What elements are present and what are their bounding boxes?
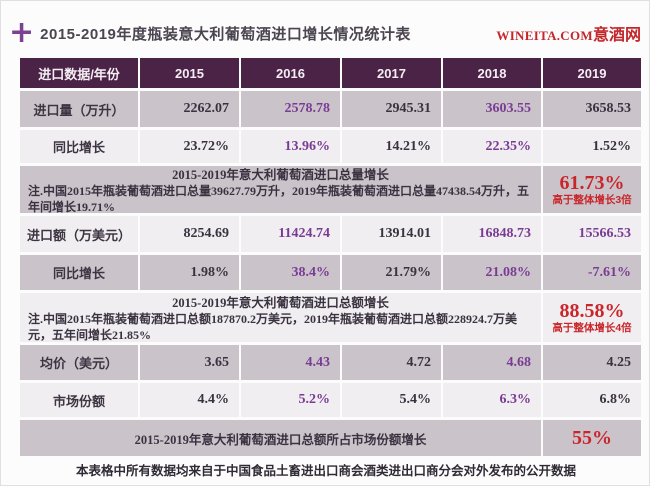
summary-volume-growth-value: 61.73% 高于整体增长3倍 (543, 166, 641, 213)
table-cell: 38.4% (241, 255, 340, 290)
table-cell: 5.4% (342, 383, 441, 417)
highlight-percent: 61.73% (559, 171, 625, 194)
summary-market-share-growth: 2015-2019年意大利葡萄酒进口总额所占市场份额增长 (20, 420, 541, 456)
site-logo: WINEITA.COM 意酒网 (496, 21, 641, 45)
table-cell: 1.98% (140, 255, 239, 290)
table-header-year-2016: 2016 (241, 58, 340, 88)
row-label-value-yoy: 同比增长 (20, 255, 138, 290)
row-label-import-value: 进口额（万美元） (20, 216, 138, 252)
table-cell: 21.79% (342, 255, 441, 290)
table-cell: 4.25 (543, 345, 641, 380)
table-cell: 2262.07 (140, 91, 239, 127)
summary-title: 2015-2019年意大利葡萄酒进口总额增长 (172, 295, 389, 310)
table-cell: 16848.73 (443, 216, 541, 252)
table-cell: -7.61% (543, 255, 641, 290)
summary-note: 注.中国2015年瓶装葡萄酒进口总额187870.2万美元，2019年瓶装葡萄酒… (28, 311, 518, 342)
table-cell: 23.72% (140, 130, 239, 163)
table-cell: 4.72 (342, 345, 441, 380)
table-cell: 21.08% (443, 255, 541, 290)
logo-wineita-text: WINEITA.COM (496, 28, 593, 43)
summary-title: 2015-2019年意大利葡萄酒进口总额所占市场份额增长 (134, 432, 427, 447)
table-cell: 14.21% (342, 130, 441, 163)
table-header-year-2018: 2018 (443, 58, 541, 88)
row-label-market-share: 市场份额 (20, 383, 138, 417)
table-cell: 15566.53 (543, 216, 641, 252)
table-cell: 5.2% (241, 383, 340, 417)
table-header-year-2015: 2015 (140, 58, 239, 88)
table-cell: 4.68 (443, 345, 541, 380)
summary-note: 注.中国2015年瓶装葡萄酒进口总量39627.79万升，2019年瓶装葡萄酒进… (28, 183, 530, 214)
row-label-import-volume: 进口量（万升） (20, 91, 138, 127)
table-cell: 1.52% (543, 130, 641, 163)
summary-title: 2015-2019年意大利葡萄酒进口总量增长 (172, 167, 389, 182)
summary-value-growth-value: 88.58% 高于整体增长4倍 (543, 293, 641, 342)
table-cell: 4.4% (140, 383, 239, 417)
stats-table: 进口数据/年份 2015 2016 2017 2018 2019 进口量（万升）… (20, 58, 641, 456)
table-cell: 13914.01 (342, 216, 441, 252)
table-header-year-2017: 2017 (342, 58, 441, 88)
table-cell: 8254.69 (140, 216, 239, 252)
plus-icon: + (9, 15, 35, 50)
table-cell: 3.65 (140, 345, 239, 380)
highlight-caption: 高于整体增长3倍 (552, 193, 632, 206)
summary-value-growth: 2015-2019年意大利葡萄酒进口总额增长 注.中国2015年瓶装葡萄酒进口总… (20, 293, 541, 342)
table-cell: 11424.74 (241, 216, 340, 252)
title-bar: + 2015-2019年度瓶装意大利葡萄酒进口增长情况统计表 WINEITA.C… (9, 17, 641, 49)
summary-volume-growth: 2015-2019年意大利葡萄酒进口总量增长 注.中国2015年瓶装葡萄酒进口总… (20, 166, 541, 214)
row-label-avg-price: 均价（美元） (20, 345, 138, 380)
highlight-percent: 55% (572, 426, 612, 449)
data-source-note: 本表格中所有数据均来自于中国食品土畜进出口商会酒类进出口商分会对外发布的公开数据 (75, 464, 576, 478)
logo-yijiu-text: 意酒网 (592, 27, 641, 44)
highlight-caption: 高于整体增长4倍 (552, 321, 632, 334)
table-cell: 3658.53 (543, 91, 641, 127)
row-label-volume-yoy: 同比增长 (20, 130, 138, 163)
page-title: 2015-2019年度瓶装意大利葡萄酒进口增长情况统计表 (40, 25, 411, 43)
table-cell: 6.3% (443, 383, 541, 417)
summary-market-share-growth-value: 55% (543, 420, 641, 456)
table-cell: 2945.31 (342, 91, 441, 127)
table-header-year-2019: 2019 (543, 58, 641, 88)
table-cell: 6.8% (543, 383, 641, 417)
table-cell: 4.43 (241, 345, 340, 380)
table-cell: 2578.78 (241, 91, 340, 127)
highlight-percent: 88.58% (559, 299, 625, 322)
table-header-label: 进口数据/年份 (20, 58, 138, 88)
table-cell: 13.96% (241, 130, 340, 163)
table-cell: 3603.55 (443, 91, 541, 127)
table-cell: 22.35% (443, 130, 541, 163)
